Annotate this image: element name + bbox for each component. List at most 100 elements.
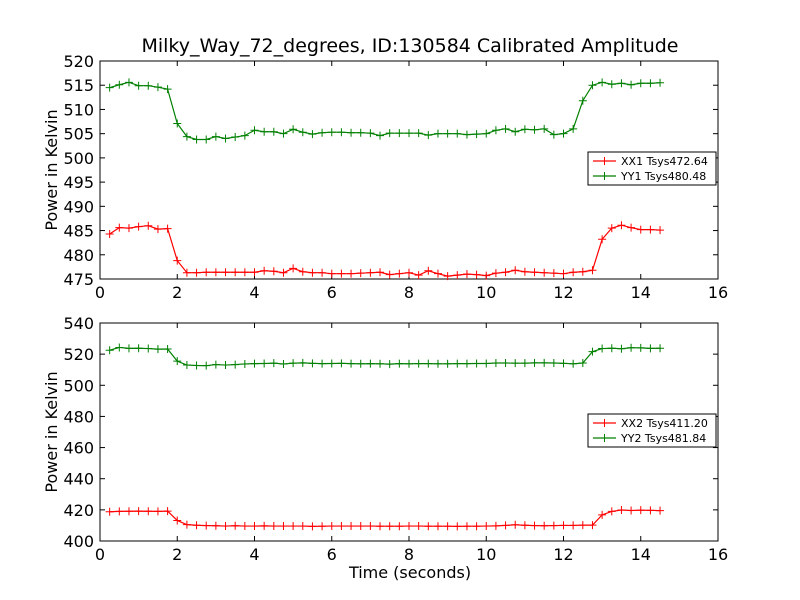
data-point-marker <box>646 225 655 234</box>
y-tick-label: 485 <box>63 222 94 241</box>
data-point-marker <box>472 130 481 139</box>
data-point-marker <box>511 127 520 136</box>
data-point-marker <box>569 124 578 133</box>
data-point-marker <box>530 125 539 134</box>
data-point-marker <box>115 343 124 352</box>
x-tick-label: 4 <box>249 545 259 564</box>
data-point-marker <box>511 266 520 275</box>
data-point-marker <box>105 507 114 516</box>
data-point-marker <box>424 131 433 140</box>
data-point-marker <box>192 361 201 370</box>
data-point-marker <box>540 124 549 133</box>
data-point-marker <box>134 507 143 516</box>
data-point-marker <box>636 343 645 352</box>
data-point-marker <box>289 125 298 134</box>
data-point-marker <box>240 131 249 140</box>
data-point-marker <box>144 507 153 516</box>
x-tick-label: 6 <box>327 283 337 302</box>
data-point-marker <box>511 359 520 368</box>
data-point-marker <box>627 506 636 515</box>
data-point-marker <box>559 359 568 368</box>
data-point-marker <box>520 359 529 368</box>
y-tick-label: 480 <box>63 407 94 426</box>
data-point-marker <box>501 359 510 368</box>
data-point-marker <box>250 268 259 277</box>
data-point-marker <box>482 522 491 531</box>
data-point-marker <box>318 268 327 277</box>
data-point-marker <box>569 268 578 277</box>
data-point-marker <box>347 522 356 531</box>
data-point-marker <box>211 360 220 369</box>
data-point-marker <box>260 359 269 368</box>
y-tick-label: 490 <box>63 197 94 216</box>
data-point-marker <box>433 359 442 368</box>
legend-marker-sample <box>600 434 609 442</box>
data-point-marker <box>221 522 230 531</box>
data-point-marker <box>182 268 191 277</box>
series-line-xx2 <box>109 509 661 527</box>
data-point-marker <box>578 521 587 530</box>
data-point-marker <box>202 361 211 370</box>
data-point-marker <box>491 269 500 278</box>
data-point-marker <box>153 225 162 234</box>
data-point-marker <box>617 79 626 88</box>
data-point-marker <box>636 225 645 234</box>
series-line-xx1 <box>109 224 661 277</box>
data-point-marker <box>308 522 317 531</box>
y-tick-label: 475 <box>63 270 94 289</box>
data-point-marker <box>569 521 578 530</box>
data-point-marker <box>520 125 529 134</box>
data-point-marker <box>636 506 645 515</box>
data-point-marker <box>211 268 220 277</box>
data-point-marker <box>318 522 327 531</box>
data-point-marker <box>173 357 182 366</box>
data-point-marker <box>192 521 201 530</box>
legend-label: XX1 Tsys472.64 <box>621 155 708 168</box>
data-point-marker <box>607 507 616 516</box>
data-point-marker <box>549 269 558 278</box>
data-point-marker <box>482 359 491 368</box>
y-tick-label: 420 <box>63 501 94 520</box>
data-point-marker <box>617 221 626 230</box>
y-axis-title: Power in Kelvin <box>42 109 61 230</box>
data-point-marker <box>656 226 665 235</box>
data-point-marker <box>269 522 278 531</box>
x-tick-label: 2 <box>172 545 182 564</box>
data-point-marker <box>337 128 346 137</box>
data-point-marker <box>588 81 597 90</box>
y-tick-label: 505 <box>63 125 94 144</box>
data-point-marker <box>414 271 423 280</box>
data-point-marker <box>327 522 336 531</box>
data-point-marker <box>173 119 182 128</box>
data-point-marker <box>414 522 423 531</box>
data-point-marker <box>124 78 133 87</box>
data-point-marker <box>462 522 471 531</box>
data-point-marker <box>153 83 162 92</box>
data-point-marker <box>627 343 636 352</box>
data-point-marker <box>414 129 423 138</box>
data-point-marker <box>530 521 539 530</box>
x-tick-label: 10 <box>476 545 496 564</box>
data-point-marker <box>376 268 385 277</box>
data-point-marker <box>182 361 191 370</box>
x-tick-label: 16 <box>708 545 728 564</box>
data-point-marker <box>433 129 442 138</box>
x-tick-label: 10 <box>476 283 496 302</box>
data-point-marker <box>549 521 558 530</box>
data-point-marker <box>462 359 471 368</box>
data-point-marker <box>124 224 133 233</box>
data-point-marker <box>607 80 616 89</box>
x-tick-label: 8 <box>404 545 414 564</box>
data-point-marker <box>385 270 394 279</box>
y-tick-label: 515 <box>63 76 94 95</box>
data-point-marker <box>540 358 549 367</box>
data-point-marker <box>501 268 510 277</box>
data-point-marker <box>598 510 607 519</box>
data-point-marker <box>298 358 307 367</box>
data-point-marker <box>327 269 336 278</box>
data-point-marker <box>443 359 452 368</box>
data-point-marker <box>269 127 278 136</box>
data-point-marker <box>134 344 143 353</box>
